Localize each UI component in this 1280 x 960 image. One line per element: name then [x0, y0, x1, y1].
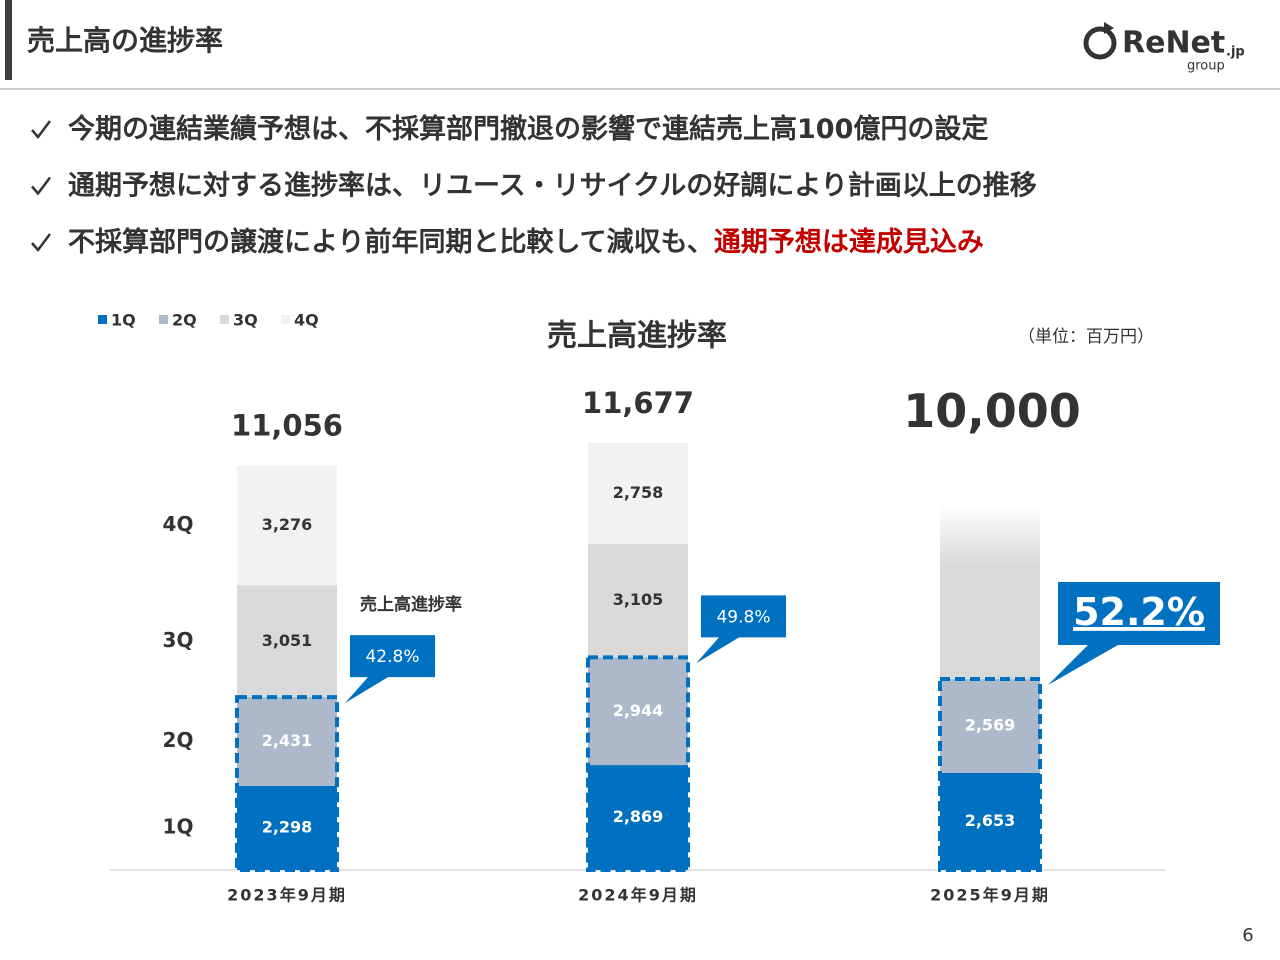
page-number: 6 [1242, 925, 1253, 946]
value-label: 2,758 [613, 483, 664, 502]
value-label: 3,276 [262, 515, 313, 534]
value-label: 2,431 [262, 731, 313, 750]
logo-icon [1083, 26, 1117, 60]
check-mark [31, 120, 51, 139]
value-label: 2,944 [613, 701, 664, 720]
bar-segment [237, 785, 337, 870]
legend-swatch [220, 315, 229, 324]
chart: 売上高進捗率 （単位：百万円） 1Q 2Q 3Q 4Q 2,298 1Q 2,431 2Q 3,05… [98, 311, 1220, 905]
bullet-main: 今期の連結業績予想は、不採算部門撤退の影響で連結売上高100億円の設定 [68, 113, 988, 145]
category-label: 2023年9月期 [227, 886, 347, 905]
bar-segment [940, 679, 1040, 773]
category-label: 2025年9月期 [930, 886, 1050, 905]
unit-label: （単位：百万円） [1018, 327, 1154, 347]
value-label: 2,298 [262, 817, 313, 836]
value-label: 2,653 [965, 811, 1016, 830]
bar-segment [237, 697, 337, 786]
bar-segment [588, 657, 688, 766]
legend-swatch [281, 315, 290, 324]
row-label: 1Q [163, 814, 194, 838]
row-label: 3Q [163, 628, 194, 652]
bar-segment [940, 772, 1040, 870]
legend-label: 3Q [233, 311, 258, 330]
value-label: 2,869 [613, 807, 664, 826]
title-accent [5, 0, 12, 80]
row-label: 4Q [163, 512, 194, 536]
check-mark [31, 176, 51, 196]
bar-segment [588, 443, 688, 544]
row-label: 2Q [163, 728, 194, 752]
legend-label: 1Q [111, 311, 136, 330]
legend-label: 4Q [294, 311, 319, 330]
bar-segment [237, 585, 337, 698]
bullet-text: 通期予想に対する進捗率は、リユース・リサイクルの好調により計画以上の推移 [68, 169, 1037, 201]
bullet-main: 不採算部門の譲渡により前年同期と比較して減収も、 [68, 226, 714, 258]
progress-label: 49.8% [716, 607, 770, 627]
bullet-text: 今期の連結業績予想は、不採算部門撤退の影響で連結売上高100億円の設定 [68, 113, 988, 145]
value-label: 3,051 [262, 631, 313, 650]
progress-title: 売上高進捗率 [360, 594, 462, 615]
progress-outline [938, 677, 1042, 873]
total-label: 10,000 [903, 384, 1081, 438]
bar-segment [237, 465, 337, 586]
value-label: 2,569 [965, 716, 1016, 735]
forecast-remainder [940, 504, 1040, 680]
progress-label: 42.8% [365, 647, 419, 667]
progress-callout [696, 595, 786, 664]
logo-sub: group [1187, 59, 1225, 74]
total-label: 11,056 [231, 409, 343, 443]
category-label: 2024年9月期 [578, 886, 698, 905]
legend-label: 2Q [172, 311, 197, 330]
check-mark [31, 233, 51, 252]
progress-outline [586, 655, 690, 873]
logo-text: ReNet [1122, 26, 1225, 61]
progress-callout [345, 635, 435, 704]
bullet-list: 今期の連結業績予想は、不採算部門撤退の影響で連結売上高100億円の設定通期予想に… [31, 113, 1037, 258]
value-label: 3,105 [613, 590, 664, 609]
slide-title: 売上高の進捗率 [27, 24, 223, 57]
legend-swatch [159, 315, 168, 324]
bar-segment [588, 765, 688, 870]
bar-segment [588, 543, 688, 658]
progress-outline [235, 695, 339, 873]
logo: ReNet .jp group [1083, 22, 1245, 74]
legend-swatch [98, 315, 107, 324]
total-label: 11,677 [582, 386, 694, 420]
bullet-highlight: 通期予想は達成見込み [714, 227, 984, 258]
bullet-text: 不採算部門の譲渡により前年同期と比較して減収も、通期予想は達成見込み [68, 226, 984, 258]
progress-callout [1048, 582, 1220, 686]
logo-suffix: .jp [1226, 45, 1245, 60]
progress-label: 52.2% [1073, 590, 1205, 634]
logo-arrow [1104, 22, 1114, 34]
bullet-main: 通期予想に対する進捗率は、リユース・リサイクルの好調により計画以上の推移 [68, 169, 1037, 201]
chart-title: 売上高進捗率 [547, 319, 727, 354]
